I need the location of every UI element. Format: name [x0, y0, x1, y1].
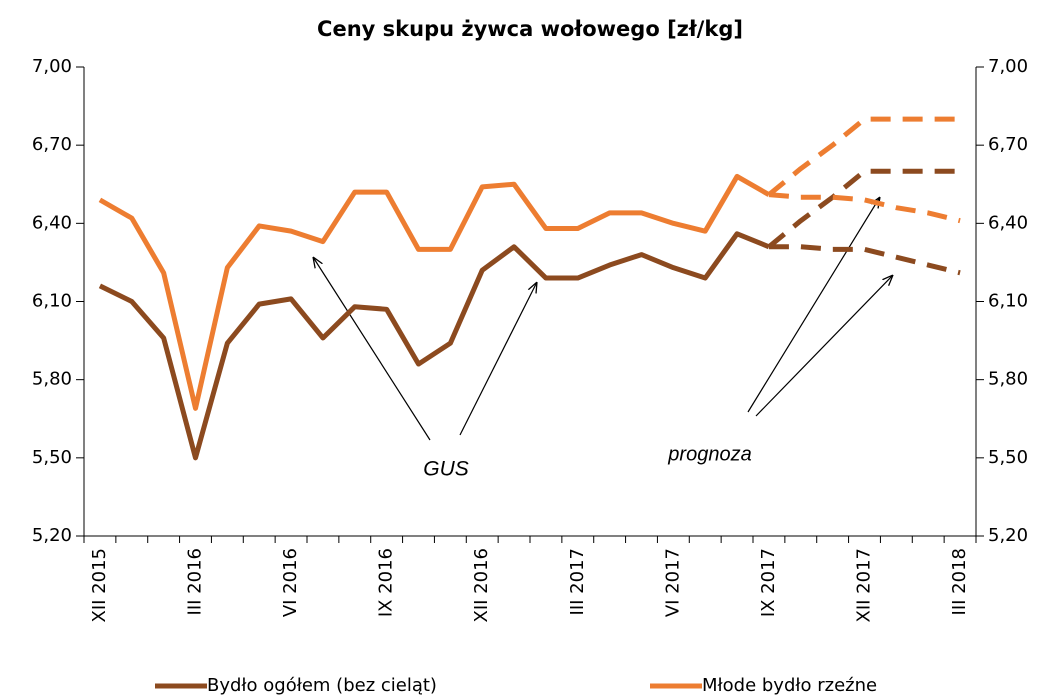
y2-tick-label: 6,10	[988, 291, 1028, 312]
forecast-line	[768, 244, 961, 276]
x-tick-label: VI 2016	[280, 548, 301, 617]
y-tick-label: 6,70	[32, 134, 72, 155]
series-line	[98, 173, 771, 411]
chart-title: Ceny skupu żywca wołowego [zł/kg]	[317, 17, 743, 41]
x-tick-label: III 2017	[567, 548, 588, 615]
y2-tick-label: 6,70	[988, 134, 1028, 155]
x-tick-label: VI 2017	[662, 548, 683, 617]
y-tick-label: 6,10	[32, 291, 72, 312]
forecast-line	[767, 168, 961, 249]
series-line	[98, 231, 770, 461]
legend-label: Bydło ogółem (bez cieląt)	[207, 675, 437, 696]
legend-label: Młode bydło rzeźne	[702, 675, 877, 696]
y-tick-label: 5,80	[32, 369, 72, 390]
x-tick-label: XII 2016	[471, 548, 492, 622]
x-tick-label: XII 2017	[854, 548, 875, 622]
x-tick-label: IX 2017	[758, 548, 779, 617]
y-tick-label: 6,40	[32, 212, 72, 233]
x-tick-label: III 2016	[185, 548, 206, 615]
y2-tick-label: 7,00	[988, 56, 1028, 77]
annotation: GUS	[423, 458, 469, 481]
arrow	[755, 275, 893, 417]
arrow	[459, 282, 537, 436]
y2-tick-label: 5,80	[988, 369, 1028, 390]
y2-tick-label: 5,20	[988, 525, 1028, 546]
x-tick-label: III 2018	[949, 548, 970, 615]
y2-tick-label: 6,40	[988, 212, 1028, 233]
arrow	[313, 257, 431, 441]
annotation: prognoza	[667, 443, 751, 465]
x-tick-label: IX 2016	[376, 548, 397, 617]
forecast-line	[767, 116, 961, 197]
y2-tick-label: 5,50	[988, 447, 1028, 468]
y-tick-label: 5,20	[32, 525, 72, 546]
arrow	[747, 197, 880, 413]
forecast-line	[768, 192, 961, 224]
arrows	[313, 197, 893, 441]
y-tick-label: 7,00	[32, 56, 72, 77]
y-tick-label: 5,50	[32, 447, 72, 468]
x-tick-label: XII 2015	[89, 548, 110, 622]
